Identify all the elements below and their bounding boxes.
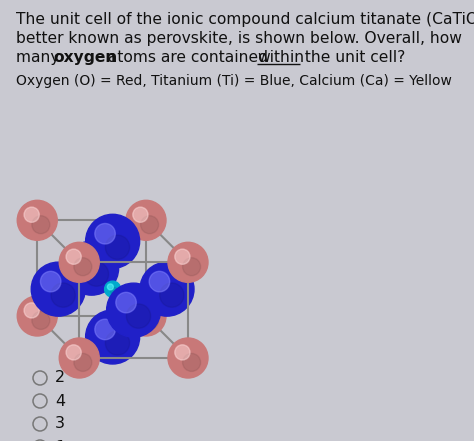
Text: within: within: [257, 50, 304, 65]
Circle shape: [127, 304, 151, 328]
Circle shape: [24, 303, 39, 318]
Text: 2: 2: [55, 370, 65, 385]
Circle shape: [141, 216, 159, 234]
Circle shape: [126, 296, 166, 336]
Circle shape: [59, 242, 99, 282]
Text: the unit cell?: the unit cell?: [300, 50, 405, 65]
Circle shape: [126, 200, 166, 240]
Circle shape: [160, 283, 184, 307]
Circle shape: [116, 292, 137, 313]
Circle shape: [31, 262, 85, 316]
Circle shape: [141, 311, 159, 329]
Circle shape: [86, 214, 140, 268]
Text: 4: 4: [55, 393, 65, 408]
Circle shape: [110, 287, 118, 295]
Circle shape: [133, 303, 148, 318]
Circle shape: [86, 310, 140, 364]
Circle shape: [95, 224, 115, 244]
Circle shape: [105, 281, 120, 297]
Circle shape: [74, 353, 92, 371]
Circle shape: [182, 353, 201, 371]
Circle shape: [105, 331, 129, 355]
Text: Oxygen (O) = Red, Titanium (Ti) = Blue, Calcium (Ca) = Yellow: Oxygen (O) = Red, Titanium (Ti) = Blue, …: [16, 74, 452, 88]
Circle shape: [140, 262, 194, 316]
Circle shape: [182, 258, 201, 276]
Circle shape: [175, 249, 190, 264]
Circle shape: [40, 271, 61, 292]
Text: The unit cell of the ionic compound calcium titanate (CaTiO₃),: The unit cell of the ionic compound calc…: [16, 12, 474, 27]
Circle shape: [66, 345, 81, 360]
Circle shape: [66, 249, 81, 264]
Text: 3: 3: [55, 416, 65, 431]
Circle shape: [74, 258, 92, 276]
Text: oxygen: oxygen: [53, 50, 117, 65]
Circle shape: [17, 200, 57, 240]
Circle shape: [51, 283, 75, 307]
Circle shape: [95, 319, 115, 340]
Circle shape: [168, 338, 208, 378]
Circle shape: [59, 338, 99, 378]
Text: better known as perovskite, is shown below. Overall, how: better known as perovskite, is shown bel…: [16, 31, 462, 46]
Circle shape: [32, 311, 50, 329]
Circle shape: [84, 262, 109, 286]
Circle shape: [17, 296, 57, 336]
Circle shape: [107, 284, 113, 290]
Text: many: many: [16, 50, 64, 65]
Circle shape: [32, 216, 50, 234]
Circle shape: [24, 207, 39, 222]
Circle shape: [133, 207, 148, 222]
Text: 1: 1: [55, 440, 65, 441]
Circle shape: [168, 242, 208, 282]
Circle shape: [105, 235, 129, 259]
Circle shape: [74, 250, 94, 271]
Circle shape: [175, 345, 190, 360]
Circle shape: [64, 241, 118, 295]
Circle shape: [149, 271, 170, 292]
Text: atoms are contained: atoms are contained: [103, 50, 273, 65]
Circle shape: [107, 283, 161, 337]
